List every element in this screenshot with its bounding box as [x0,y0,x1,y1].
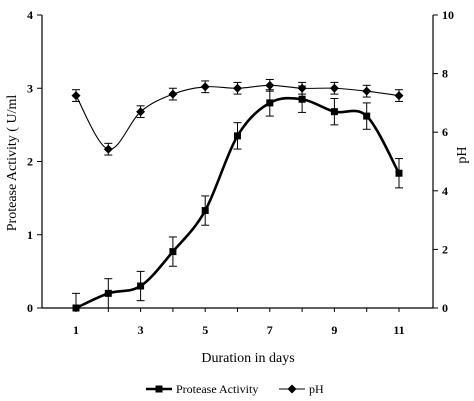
y-right-tick-label: 10 [442,8,454,22]
ph-point [265,80,275,90]
protease-activity-point [363,112,371,120]
y-right-tick-label: 2 [442,242,448,256]
ph-point [233,83,242,93]
x-tick-label: 3 [138,323,144,337]
y-right-tick-label: 0 [442,301,448,315]
ph-point [71,91,81,101]
ph-point [103,144,113,154]
series-markers [71,80,404,312]
y-axis-left-title: Protease Activity ( U/ml [5,95,20,232]
ph-point [329,83,339,93]
protease-activity-point [234,132,241,140]
protease-activity-point [330,108,338,116]
axes [37,14,438,312]
protease-activity-point [201,207,209,215]
y-left-tick-label: 4 [27,8,33,22]
protease-activity-point [298,95,306,103]
y-axis-right-title: pH [455,146,470,163]
y-left-tick-label: 0 [27,301,33,315]
y-left-tick-label: 1 [27,228,33,242]
protease-activity-point [169,248,177,256]
y-right-tick-label: 6 [442,125,448,139]
x-axis-title: Duration in days [201,351,294,366]
x-tick-label: 7 [267,323,273,337]
legend-protease-activity-marker [155,385,163,393]
error-bars [72,78,403,309]
ph-point [297,83,307,93]
y-right-tick-label: 8 [442,67,448,81]
y-left-tick-label: 2 [27,155,33,169]
protease-activity-point [395,169,403,177]
legend-ph-label: pH [309,382,324,396]
x-tick-label: 5 [202,323,208,337]
ph-point [362,86,372,96]
protease-activity-point [72,304,80,312]
x-tick-label: 1 [73,323,79,337]
legend-ph-marker [287,384,297,394]
ph-point [168,89,178,99]
series-lines [75,84,401,310]
tick-labels: 0 1 2 3 4 0 2 4 6 8 10 1 3 5 7 9 11 [27,8,454,337]
legend-protease-activity-label: Protease Activity [176,382,258,396]
x-tick-label: 11 [393,323,404,337]
ph-point [200,82,210,92]
y-left-tick-label: 3 [27,81,33,95]
ph-point [136,107,146,117]
protease-activity-point [137,282,145,290]
x-tick-label: 9 [331,323,337,337]
ph-point [394,91,404,101]
y-right-tick-label: 4 [442,184,448,198]
protease-activity-point [104,289,112,297]
protease-activity-point [266,99,274,107]
legend: Protease Activity pH [146,382,324,396]
